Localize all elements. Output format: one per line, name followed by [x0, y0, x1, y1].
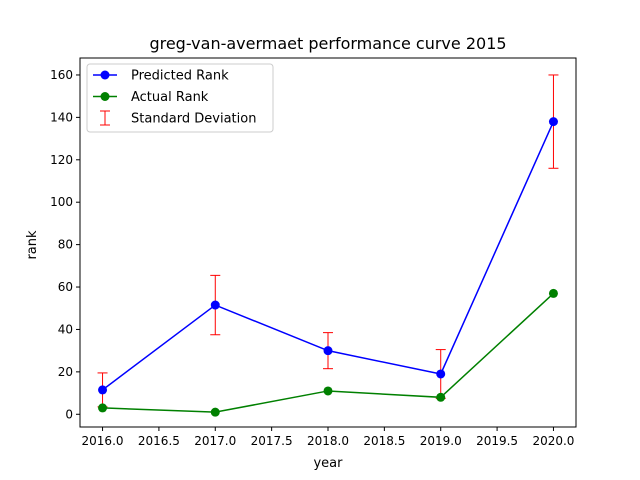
y-tick-label: 120 — [50, 153, 73, 167]
y-tick-label: 40 — [58, 322, 73, 336]
legend-box — [86, 63, 274, 133]
x-tick-label: 2016.0 — [82, 434, 124, 448]
y-tick-label: 100 — [50, 195, 73, 209]
x-tick-label: 2017.0 — [194, 434, 236, 448]
y-tick-label: 60 — [58, 280, 73, 294]
legend: Predicted Rank Actual Rank Standard Deviat… — [86, 63, 274, 133]
y-tick-label: 160 — [50, 68, 73, 82]
legend-label: Standard Deviation — [131, 112, 256, 127]
x-tick-label: 2018.0 — [307, 434, 349, 448]
actual-rank-point — [548, 288, 558, 298]
y-axis-label: rank — [25, 230, 40, 260]
predicted-rank-point — [210, 300, 220, 310]
legend-label: Actual Rank — [131, 90, 209, 105]
x-tick-label: 2016.5 — [138, 434, 180, 448]
x-axis-label: year — [313, 456, 343, 471]
axes-frame — [79, 57, 577, 428]
legend-marker — [100, 70, 110, 80]
y-tick-label: 80 — [58, 238, 73, 252]
actual-rank-point — [210, 407, 220, 417]
plot-area — [97, 74, 559, 417]
predicted-rank-point — [548, 117, 558, 127]
actual-rank-point — [98, 403, 108, 413]
x-tick-label: 2019.0 — [420, 434, 462, 448]
predicted-rank-point — [323, 346, 333, 356]
x-tick-label: 2020.0 — [532, 434, 574, 448]
actual-rank-point — [323, 386, 333, 396]
legend-label: Predicted Rank — [131, 69, 229, 84]
chart-title: greg-van-avermaet performance curve 2015 — [149, 34, 506, 53]
y-tick-label: 140 — [50, 110, 73, 124]
x-tick-label: 2019.5 — [476, 434, 518, 448]
predicted-rank-point — [98, 385, 108, 395]
x-tick-label: 2018.5 — [363, 434, 405, 448]
legend-marker — [100, 92, 110, 101]
y-tick-label: 20 — [58, 365, 73, 379]
predicted-rank-point — [436, 369, 446, 379]
ticks: 2016.0 2016.5 2017.0 2017.5 2018.0 2018.5 2019… — [50, 68, 574, 448]
x-tick-label: 2017.5 — [251, 434, 293, 448]
actual-rank-point — [436, 392, 446, 402]
y-tick-label: 0 — [65, 407, 73, 421]
